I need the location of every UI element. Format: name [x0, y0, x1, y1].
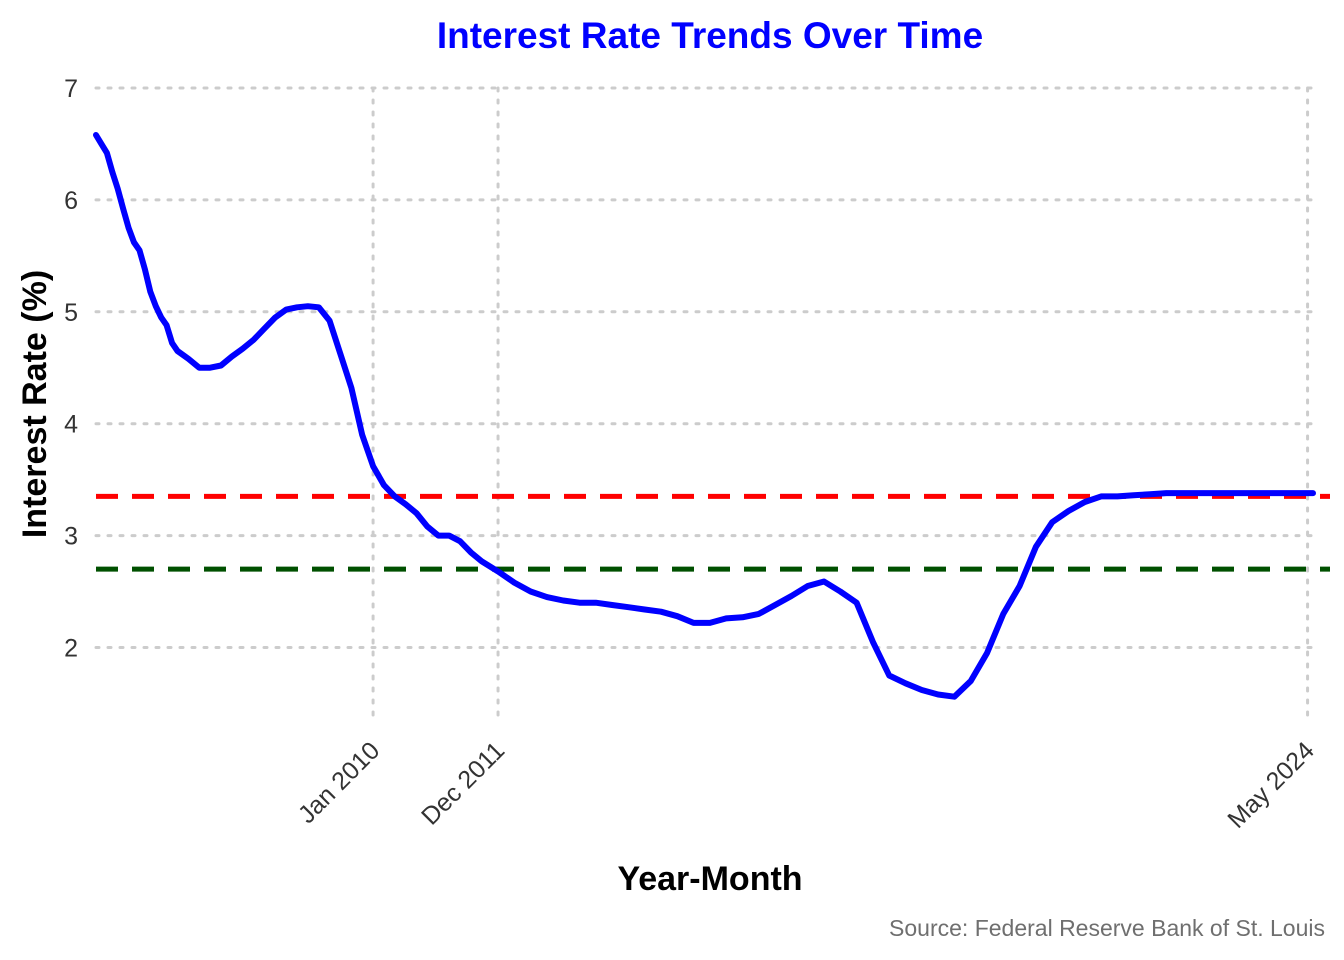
- y-tick-label: 5: [64, 299, 78, 327]
- x-tick-label: Jan 2010: [293, 736, 386, 829]
- series-layer: [93, 132, 1316, 700]
- source-caption: Source: Federal Reserve Bank of St. Loui…: [889, 915, 1325, 941]
- y-tick-label: 2: [64, 635, 78, 663]
- y-axis: 2 3 4 5 6 7: [64, 75, 78, 663]
- x-axis-title: Year-Month: [617, 860, 802, 898]
- x-tick-label: Dec 2011: [416, 736, 510, 830]
- y-axis-title: Interest Rate (%): [16, 270, 54, 538]
- grid: [94, 86, 1315, 724]
- y-tick-label: 7: [64, 75, 78, 103]
- x-axis: Jan 2010 Dec 2011 May 2024: [293, 736, 1320, 834]
- chart-title: Interest Rate Trends Over Time: [437, 15, 983, 56]
- y-tick-label: 4: [64, 411, 78, 439]
- y-tick-label: 3: [64, 523, 78, 551]
- x-tick-label: May 2024: [1222, 736, 1320, 834]
- reference-lines: [96, 493, 1330, 572]
- y-tick-label: 6: [64, 187, 78, 215]
- series-line: [93, 132, 1316, 700]
